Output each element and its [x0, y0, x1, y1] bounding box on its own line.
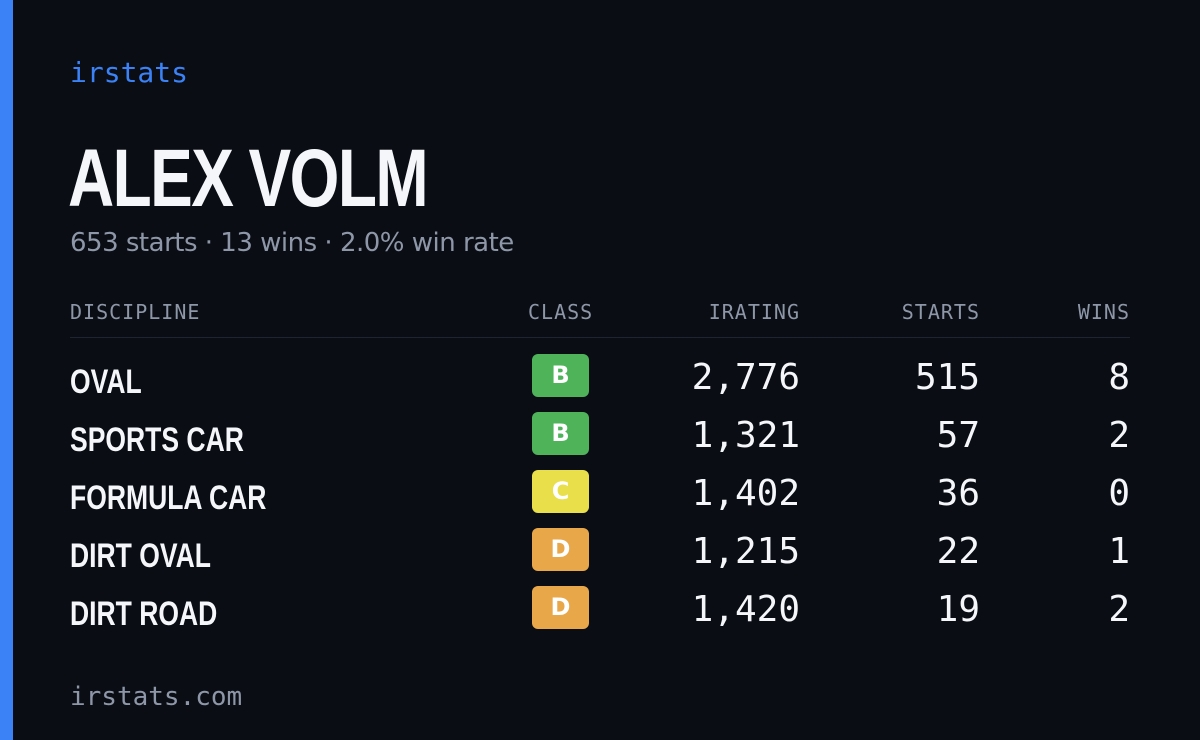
irating-value: 2,776 — [691, 357, 800, 398]
brand-logo: irstats — [70, 56, 189, 89]
class-badge: B — [532, 354, 589, 397]
wins-value: 1 — [1108, 531, 1130, 572]
wins-value: 2 — [1108, 589, 1130, 630]
starts-value: 57 — [936, 415, 980, 456]
driver-summary: 653 starts · 13 wins · 2.0% win rate — [70, 228, 514, 258]
class-badge: D — [532, 528, 589, 571]
starts-value: 36 — [936, 473, 980, 514]
irating-value: 1,420 — [691, 589, 800, 630]
header-class: CLASS — [528, 300, 594, 324]
wins-value: 0 — [1108, 473, 1130, 514]
irating-value: 1,215 — [691, 531, 800, 572]
table-row: FORMULA CAR C 1,402 36 0 — [0, 470, 1200, 528]
table-row: DIRT OVAL D 1,215 22 1 — [0, 528, 1200, 586]
discipline-name: DIRT OVAL — [70, 537, 211, 575]
footer-url: irstats.com — [70, 682, 243, 712]
table-row: SPORTS CAR B 1,321 57 2 — [0, 412, 1200, 470]
header-starts: STARTS — [901, 300, 980, 324]
starts-value: 22 — [936, 531, 980, 572]
class-badge: C — [532, 470, 589, 513]
table-row: DIRT ROAD D 1,420 19 2 — [0, 586, 1200, 644]
irating-value: 1,402 — [691, 473, 800, 514]
driver-name: ALEX VOLM — [68, 133, 429, 224]
discipline-name: FORMULA CAR — [70, 479, 267, 517]
class-badge: D — [532, 586, 589, 629]
discipline-name: OVAL — [70, 363, 142, 401]
header-irating: IRATING — [708, 300, 800, 324]
accent-bar — [0, 0, 13, 740]
header-discipline: DISCIPLINE — [70, 300, 201, 324]
wins-value: 8 — [1108, 357, 1130, 398]
discipline-name: DIRT ROAD — [70, 595, 218, 633]
irating-value: 1,321 — [691, 415, 800, 456]
class-badge: B — [532, 412, 589, 455]
starts-value: 515 — [914, 357, 980, 398]
wins-value: 2 — [1108, 415, 1130, 456]
discipline-name: SPORTS CAR — [70, 421, 244, 459]
table-row: OVAL B 2,776 515 8 — [0, 354, 1200, 412]
header-wins: WINS — [1077, 300, 1130, 324]
header-divider — [70, 337, 1130, 338]
starts-value: 19 — [936, 589, 980, 630]
